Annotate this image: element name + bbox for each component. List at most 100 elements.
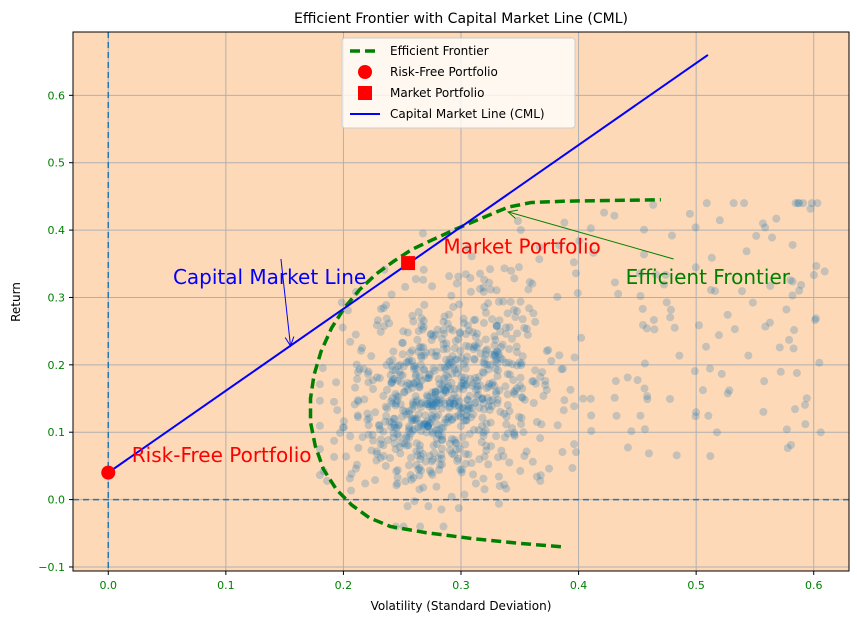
random-portfolio-point [431,388,440,397]
random-portfolio-point [404,426,413,435]
random-portfolio-point [463,406,472,415]
random-portfolio-point [640,425,649,434]
random-portfolio-point [492,322,501,331]
random-portfolio-point [524,285,533,294]
random-portfolio-point [477,438,486,447]
random-portfolio-point [788,277,797,286]
random-portfolio-point [536,434,545,443]
random-portfolio-point [508,424,517,433]
random-portfolio-point [485,397,494,406]
random-portfolio-point [480,360,489,369]
random-portfolio-point [505,345,514,354]
y-tick-label: 0.4 [48,224,66,237]
random-portfolio-point [433,325,442,334]
random-portfolio-point [411,416,420,425]
random-portfolio-point [517,413,526,422]
random-portfolio-point [433,351,442,360]
random-portfolio-points [315,199,829,531]
random-portfolio-point [444,413,453,422]
random-portfolio-point [421,348,430,357]
random-portfolio-point [443,418,452,427]
random-portfolio-point [451,365,460,374]
random-portfolio-point [587,411,596,420]
efficient-frontier-line [308,198,661,549]
random-portfolio-point [371,408,380,417]
random-portfolio-point [460,490,469,499]
random-portfolio-point [772,214,781,223]
random-portfolio-point [403,378,412,387]
random-portfolio-point [478,394,487,403]
random-portfolio-point [492,389,501,398]
random-portfolio-point [503,390,512,399]
random-portfolio-point [791,199,800,208]
random-portfolio-point [339,423,348,432]
random-portfolio-point [318,364,327,373]
random-portfolio-point [406,348,415,357]
random-portfolio-point [490,332,499,341]
random-portfolio-point [379,391,388,400]
random-portfolio-point [479,283,488,292]
random-portfolio-point [384,436,393,445]
random-portfolio-point [558,447,567,456]
random-portfolio-point [481,350,490,359]
random-portfolio-point [476,284,485,293]
random-portfolio-point [391,366,400,375]
random-portfolio-point [342,452,351,461]
random-portfolio-point [468,328,477,337]
random-portfolio-point [392,396,401,405]
random-portfolio-point [406,471,415,480]
random-portfolio-point [394,393,403,402]
random-portfolio-point [470,425,479,434]
random-portfolio-point [531,379,540,388]
random-portfolio-point [786,276,795,285]
random-portfolio-point [450,435,459,444]
random-portfolio-point [481,426,490,435]
random-portfolio-point [560,396,569,405]
random-portfolio-point [408,346,417,355]
random-portfolio-point [391,445,400,454]
random-portfolio-point [633,376,642,385]
random-portfolio-point [448,369,457,378]
random-portfolio-point [638,304,647,313]
random-portfolio-point [419,420,428,429]
random-portfolio-point [509,388,518,397]
random-portfolio-point [498,355,507,364]
random-portfolio-point [469,345,478,354]
random-portfolio-point [417,343,426,352]
random-portfolio-point [390,414,399,423]
random-portfolio-point [452,369,461,378]
random-portfolio-point [372,447,381,456]
random-portfolio-point [398,371,407,380]
random-portfolio-point [518,352,527,361]
random-portfolio-point [380,322,389,331]
random-portfolio-point [449,302,458,311]
y-axis-ticks: −0.1 0.0 0.1 0.2 0.3 0.4 0.5 0.6 [38,89,73,574]
random-portfolio-point [611,377,620,386]
random-portfolio-point [368,430,377,439]
random-portfolio-point [462,416,471,425]
random-portfolio-point [444,381,453,390]
random-portfolio-point [355,365,364,374]
random-portfolio-point [450,385,459,394]
random-portfolio-point [490,351,499,360]
random-portfolio-point [479,474,488,483]
x-tick-label: 0.2 [335,579,353,592]
random-portfolio-point [516,361,525,370]
random-portfolio-point [503,370,512,379]
random-portfolio-point [557,365,566,374]
random-portfolio-point [466,413,475,422]
random-portfolio-point [444,358,453,367]
random-portfolio-point [369,436,378,445]
random-portfolio-point [479,358,488,367]
random-portfolio-point [501,358,510,367]
random-portfolio-point [413,335,422,344]
random-portfolio-point [479,431,488,440]
random-portfolio-point [467,459,476,468]
random-portfolio-point [439,317,448,326]
random-portfolio-point [553,292,562,301]
random-portfolio-point [412,447,421,456]
random-portfolio-point [315,396,324,405]
random-portfolio-point [508,360,517,369]
random-portfolio-point [503,401,512,410]
